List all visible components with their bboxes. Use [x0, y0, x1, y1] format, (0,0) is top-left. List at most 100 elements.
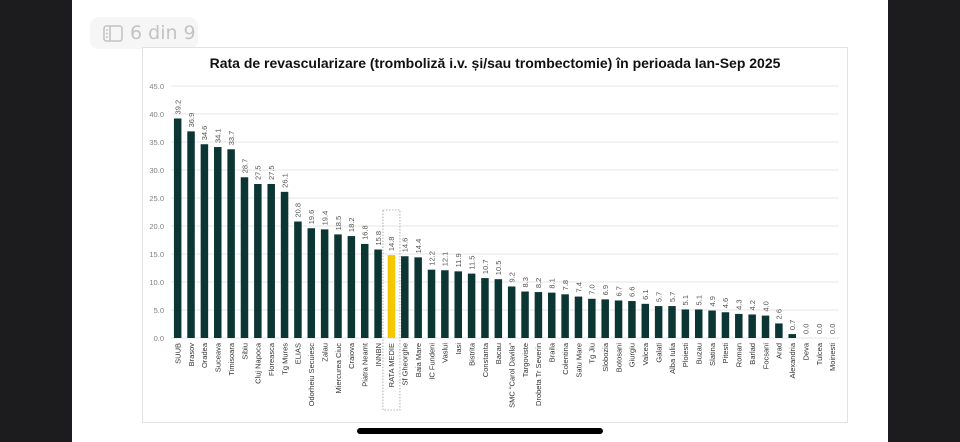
bar [654, 306, 663, 338]
category-label: Zalau [320, 343, 329, 362]
value-label: 7.4 [574, 282, 583, 292]
bar [374, 249, 382, 338]
value-label: 6.1 [641, 289, 650, 299]
value-label: 14.6 [401, 238, 410, 253]
page-indicator-text: 6 din 9 [130, 22, 196, 44]
value-label: 28.7 [240, 159, 249, 174]
value-label: 15.8 [374, 231, 383, 246]
bar [454, 271, 462, 338]
category-label: Buzau [695, 343, 704, 364]
category-label: Barlad [748, 343, 757, 365]
bar [427, 269, 436, 338]
average-highlight-box [382, 209, 401, 411]
bar [467, 273, 476, 338]
category-label: Slatina [708, 342, 717, 366]
value-label: 4.0 [761, 301, 770, 311]
bar [320, 229, 329, 338]
value-label: 10.5 [494, 261, 503, 276]
bar [254, 184, 262, 338]
y-tick-label: 15.0 [149, 250, 164, 259]
category-label: Bacau [494, 343, 503, 364]
value-label: 10.7 [481, 259, 490, 274]
bar [481, 278, 489, 338]
category-label: Miercurea Ciuc [334, 343, 343, 394]
bar [227, 149, 235, 338]
category-label: Brasov [187, 343, 196, 367]
bar [628, 301, 636, 338]
value-label: 8.1 [548, 278, 557, 288]
bar [694, 309, 703, 338]
category-label: Braila [548, 342, 557, 362]
value-label: 26.1 [280, 173, 289, 188]
bar [507, 286, 516, 338]
category-label: Constanta [481, 342, 490, 377]
bar [601, 299, 609, 338]
value-label: 8.2 [534, 278, 543, 288]
value-label: 11.9 [454, 253, 463, 267]
bar [187, 131, 195, 338]
category-label: Satu Mare [574, 343, 583, 378]
bar [200, 144, 209, 338]
value-label: 39.2 [173, 100, 182, 115]
bar [708, 310, 716, 338]
bar [548, 292, 556, 338]
bar [721, 312, 730, 338]
value-label: 34.6 [200, 126, 209, 141]
category-label: Slobozia [601, 342, 610, 372]
bar [240, 177, 249, 338]
category-label: Roman [735, 343, 744, 367]
bar [748, 314, 756, 338]
category-label: Tulcea [815, 342, 824, 365]
category-label: Cluj Napoca [254, 342, 263, 384]
value-label: 20.8 [294, 203, 303, 218]
value-label: 4.2 [748, 300, 757, 310]
category-label: Oradea [200, 342, 209, 368]
value-label: 5.7 [668, 292, 677, 302]
home-indicator[interactable] [357, 428, 603, 434]
value-label: 4.6 [721, 298, 730, 308]
category-label: Arad [775, 343, 784, 359]
sidebar-panel-icon [103, 24, 123, 42]
bar [775, 323, 783, 338]
y-tick-label: 0.0 [154, 334, 164, 343]
category-label: Suceava [214, 342, 223, 372]
category-label: SMC "Carol Davila" [507, 343, 516, 408]
bar [347, 236, 356, 338]
bar [521, 291, 529, 338]
value-label: 6.9 [601, 285, 610, 295]
value-label: 27.5 [267, 165, 276, 180]
value-label: 12.2 [427, 251, 436, 266]
value-label: 6.7 [614, 286, 623, 296]
value-label: 14.8 [387, 237, 396, 252]
y-tick-label: 10.0 [149, 278, 164, 287]
value-label: 0.0 [815, 324, 824, 334]
value-label: 0.0 [801, 324, 810, 334]
bar [641, 303, 650, 338]
value-label: 19.6 [307, 210, 316, 225]
page-indicator[interactable]: 6 din 9 [90, 17, 198, 49]
value-label: 11.5 [467, 256, 476, 270]
value-label: 7.0 [588, 284, 597, 294]
bar [173, 118, 182, 338]
bar [214, 147, 222, 338]
category-label: Targoviste [521, 343, 530, 377]
category-label: Piatra Neamt [361, 342, 370, 387]
bar [494, 279, 503, 338]
category-label: RATA MEDIE [387, 343, 396, 387]
y-tick-label: 40.0 [149, 110, 164, 119]
category-label: Timisoara [227, 342, 236, 375]
value-label: 0.0 [828, 324, 837, 334]
bar [294, 221, 302, 338]
value-label: 9.2 [507, 272, 516, 282]
value-label: 18.5 [334, 216, 343, 231]
bar [307, 228, 316, 338]
category-label: Alba Iulia [668, 342, 677, 374]
bar [761, 315, 770, 338]
category-label: Sf Gheorghe [401, 343, 410, 386]
category-label: INNBN [374, 343, 383, 366]
bar [441, 270, 449, 338]
category-label: Craiova [347, 342, 356, 369]
bar [614, 300, 623, 338]
value-label: 6.6 [628, 287, 637, 297]
